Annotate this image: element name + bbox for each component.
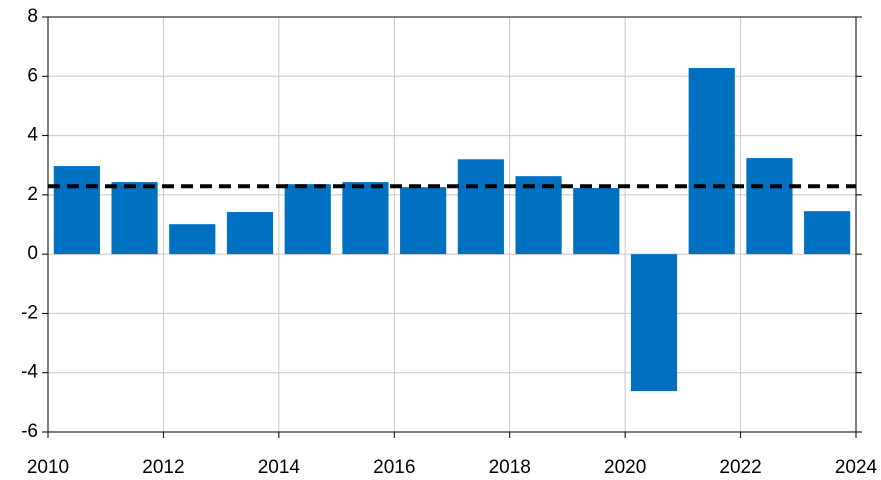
y-tick-label: 6	[27, 65, 38, 86]
x-tick-label: 2010	[27, 457, 69, 478]
bar	[53, 166, 100, 255]
bar	[400, 187, 447, 255]
y-tick-label: 2	[27, 184, 38, 205]
x-tick-label: 2014	[258, 457, 301, 478]
bar	[746, 158, 793, 255]
bar	[169, 224, 216, 255]
x-tick-label: 2012	[142, 457, 184, 478]
bar	[111, 182, 158, 255]
x-tick-label: 2018	[489, 457, 531, 478]
bar	[226, 212, 274, 255]
bar	[515, 176, 562, 255]
y-tick-label: 4	[27, 125, 38, 146]
y-tick-label: -2	[21, 302, 38, 323]
x-tick-label: 2020	[604, 457, 646, 478]
x-tick-label: 2024	[835, 457, 878, 478]
bar	[804, 211, 851, 255]
bar	[342, 182, 389, 255]
bar	[457, 159, 504, 255]
y-tick-label: 0	[27, 243, 38, 264]
y-tick-label: 8	[27, 6, 38, 27]
y-tick-label: -6	[21, 421, 38, 442]
plot-frame	[47, 16, 857, 433]
bar	[284, 184, 331, 255]
bar	[688, 67, 735, 255]
bar	[573, 188, 620, 255]
x-tick-label: 2022	[719, 457, 761, 478]
y-tick-label: -4	[21, 362, 38, 383]
bar	[630, 254, 678, 392]
x-tick-label: 2016	[373, 457, 415, 478]
